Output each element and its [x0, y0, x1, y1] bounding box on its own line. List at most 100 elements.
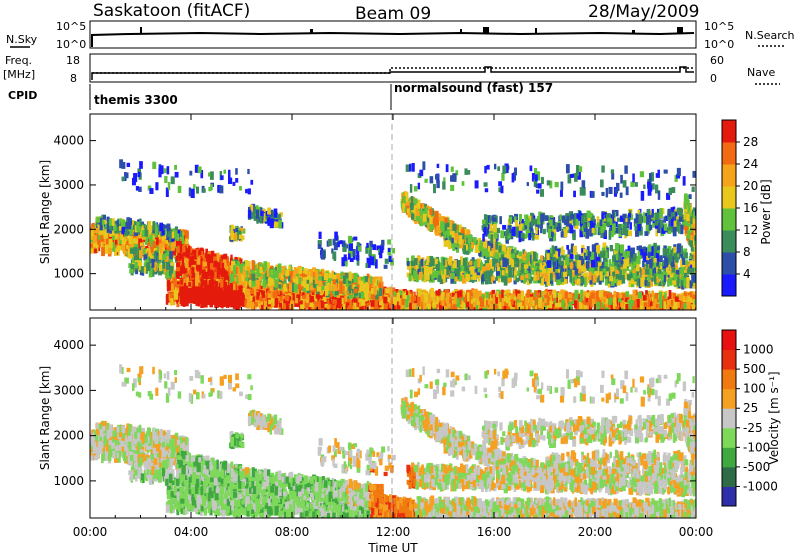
power-cell — [513, 296, 517, 301]
power-cell — [574, 300, 578, 309]
power-cell — [226, 291, 230, 299]
power-cell — [235, 168, 238, 175]
power-cell — [687, 303, 691, 310]
power-cell — [257, 274, 260, 282]
power-cell — [620, 300, 624, 308]
power-cell — [413, 296, 417, 301]
power-cell — [176, 262, 180, 272]
power-cell — [649, 301, 653, 307]
power-cell — [163, 233, 168, 239]
power-cell — [137, 226, 142, 233]
power-cell — [108, 225, 112, 230]
power-cell — [322, 278, 325, 288]
power-cell — [133, 221, 137, 226]
power-cell — [118, 225, 122, 231]
power-cell — [307, 275, 313, 283]
power-cell — [564, 291, 569, 299]
power-cell — [651, 296, 654, 302]
power-cell — [162, 253, 167, 260]
power-cell — [292, 276, 296, 283]
power-cell — [202, 261, 208, 267]
power-cell — [182, 244, 186, 253]
power-cell — [188, 260, 192, 268]
power-cell — [92, 241, 98, 247]
power-cell — [144, 227, 149, 237]
power-cell — [283, 303, 288, 310]
power-cell — [108, 232, 113, 243]
power-cell — [121, 161, 126, 169]
power-cell — [249, 204, 254, 212]
power-cell — [663, 292, 667, 301]
power-cell — [193, 250, 198, 260]
power-cell — [410, 296, 414, 304]
power-cell — [496, 290, 499, 300]
power-cell — [209, 171, 214, 180]
power-cell — [211, 289, 215, 295]
power-cell — [659, 299, 663, 309]
power-cell — [639, 301, 645, 310]
power-cell — [331, 270, 334, 281]
power-cell — [229, 274, 233, 283]
power-cell — [226, 256, 229, 266]
power-cell — [267, 216, 271, 226]
power-cell — [132, 257, 135, 263]
power-cell — [570, 301, 574, 306]
power-cell — [205, 253, 208, 262]
power-cell — [362, 287, 366, 297]
power-cell — [618, 292, 622, 302]
nsky-tick-bottom: 10^0 — [56, 38, 86, 51]
power-cell — [225, 277, 228, 286]
power-cell — [615, 305, 620, 310]
power-cell — [194, 277, 199, 287]
power-cell — [164, 244, 168, 253]
power-cell — [250, 179, 254, 185]
power-cell — [405, 299, 409, 308]
power-cell — [128, 263, 132, 269]
power-cell — [308, 281, 313, 290]
power-cell — [666, 299, 671, 306]
freq-tick-top: 18 — [66, 54, 80, 67]
power-cell — [127, 224, 132, 230]
power-cell — [151, 270, 155, 277]
power-cell — [366, 284, 370, 293]
nave-tick-top: 60 — [710, 54, 724, 67]
power-cell — [111, 235, 115, 241]
power-cell — [658, 291, 663, 301]
power-cell — [560, 289, 565, 299]
power-cell — [237, 300, 240, 310]
power-cell — [255, 279, 258, 287]
power-cell — [312, 280, 317, 288]
power-cell — [417, 296, 421, 307]
power-cell — [221, 299, 224, 309]
power-cell — [241, 294, 245, 301]
power-cell — [349, 302, 353, 310]
power-cell — [321, 276, 326, 282]
power-cell — [610, 302, 614, 310]
power-cell — [640, 300, 643, 305]
power-cell — [372, 277, 376, 283]
power-cell — [220, 175, 224, 180]
power-cell — [128, 234, 133, 245]
power-cell — [403, 301, 407, 310]
power-cell — [340, 271, 344, 279]
power-cell — [378, 288, 383, 297]
power-cell — [247, 168, 250, 175]
power-cell — [143, 266, 147, 273]
power-cell — [314, 269, 319, 278]
power-cell — [669, 299, 674, 306]
power-cell — [180, 254, 184, 260]
power-cell — [136, 233, 141, 240]
power-cell — [120, 232, 124, 241]
power-data — [90, 159, 696, 310]
power-cell — [251, 273, 256, 281]
power-cell — [381, 294, 385, 303]
power-cell — [430, 304, 434, 310]
power-cell — [517, 293, 521, 301]
power-cell — [527, 306, 530, 310]
power-cell — [143, 255, 148, 261]
power-cell — [133, 233, 137, 242]
power-cell — [486, 306, 489, 310]
power-cell — [628, 300, 632, 308]
power-cell — [288, 283, 292, 292]
power-cell — [602, 296, 607, 301]
